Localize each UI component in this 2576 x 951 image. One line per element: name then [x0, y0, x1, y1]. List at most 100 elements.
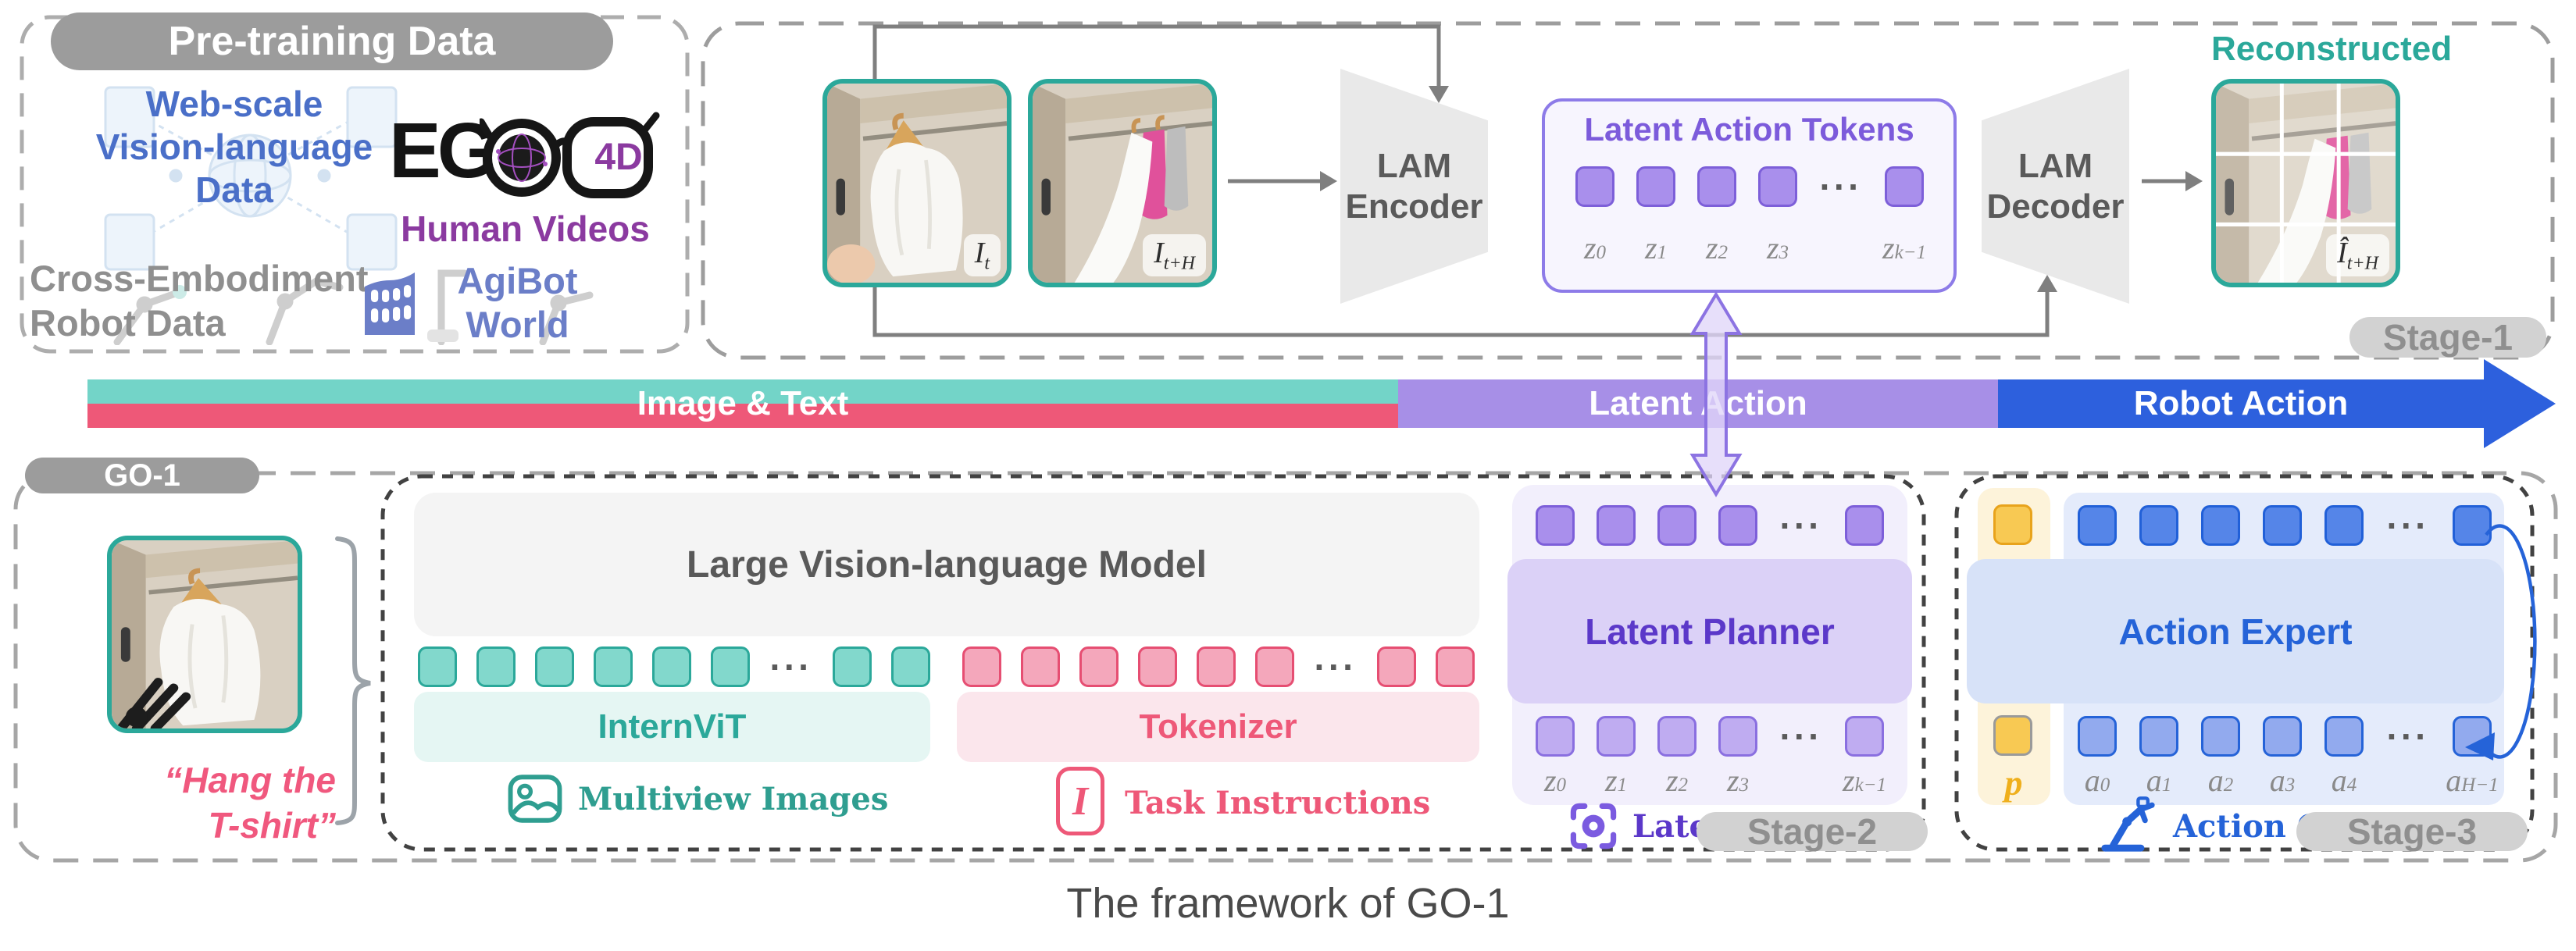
- bar-label-robot-action: Robot Action: [2133, 384, 2349, 422]
- text-token: [1079, 646, 1119, 687]
- ellipsis: ···: [1779, 505, 1823, 546]
- latent-token: [1885, 166, 1924, 207]
- text-token: [1197, 646, 1236, 687]
- bar-label-image-text: Image & Text: [637, 384, 849, 422]
- ego4d-logo: EG 4D: [389, 100, 664, 209]
- internvit-box: InternViT: [414, 692, 930, 762]
- lam-decoder-label: LAM: [2018, 146, 2093, 185]
- go1-input-image: [107, 536, 302, 733]
- web-scale-line: Vision-language: [95, 126, 373, 167]
- ego4d-4d-text: 4D: [594, 137, 643, 178]
- planner-token: [1845, 505, 1884, 546]
- ellipsis: ···: [1819, 166, 1863, 207]
- visual-token: [476, 646, 516, 687]
- task-i-glyph: I: [1072, 778, 1089, 824]
- lam-encoder-label: Encoder: [1345, 187, 1483, 226]
- stage2-badge: Stage-2: [1697, 811, 1928, 852]
- visual-token: [891, 646, 930, 687]
- action-token: [2263, 505, 2302, 546]
- latent-token: [1697, 166, 1736, 207]
- ellipsis: ···: [769, 646, 813, 687]
- internvit-label: InternViT: [598, 707, 747, 746]
- action-token-row-bottom: ···: [2078, 715, 2492, 757]
- bar-image-text-pink: [87, 404, 1398, 428]
- web-scale-line: Data: [195, 169, 273, 210]
- text-token: [1021, 646, 1060, 687]
- text-token: [1436, 646, 1475, 687]
- observation-image-t: It: [822, 79, 1011, 287]
- planner-token: [1845, 716, 1884, 757]
- input-brace: [335, 536, 371, 825]
- visual-token: [594, 646, 633, 687]
- z-label: z k−1: [1842, 763, 1887, 798]
- instruction-line: “Hang the: [164, 760, 336, 800]
- action-expert-box: Action Expert: [1967, 559, 2504, 703]
- visual-token: [652, 646, 691, 687]
- latent-planner-box: Latent Planner: [1507, 559, 1912, 703]
- lam-decoder-label: Decoder: [1986, 187, 2125, 226]
- planner-token-row-bottom: ···: [1536, 715, 1884, 757]
- lam-encoder: LAM Encoder: [1340, 69, 1488, 304]
- cross-embodiment-label: Cross-Embodiment Robot Data: [30, 256, 397, 345]
- p-label: p: [2004, 763, 2023, 803]
- observation-image-t-plus-h: It+H: [1028, 79, 1217, 287]
- a-label: a H−1: [2446, 763, 2499, 798]
- lam-encoder-label: LAM: [1376, 146, 1452, 185]
- visual-token-row: ···: [418, 646, 930, 688]
- instruction-line: T-shirt”: [208, 805, 336, 846]
- ellipsis: ···: [1779, 716, 1823, 757]
- arrowhead-right-icon: [2185, 171, 2203, 191]
- text-token: [1377, 646, 1416, 687]
- bar-robot-action: [1998, 379, 2484, 428]
- latent-action-tokens-title: Latent Action Tokens: [1584, 111, 1914, 148]
- stage1-badge: Stage-1: [2349, 317, 2546, 358]
- tokenizer-box: Tokenizer: [957, 692, 1479, 762]
- latent-planner-label: Latent Planner: [1585, 611, 1835, 652]
- text-token-row: ···: [962, 646, 1475, 688]
- ellipsis: ···: [1314, 646, 1358, 687]
- task-instruction-text: “Hang the T-shirt”: [82, 757, 336, 848]
- human-videos-label: Human Videos: [401, 208, 650, 249]
- planner-token: [1536, 716, 1575, 757]
- text-token: [1255, 646, 1294, 687]
- latent-token: [1758, 166, 1797, 207]
- image-label-t-plus-h: It+H: [1143, 234, 1206, 276]
- agibot-line: AgiBot: [457, 260, 578, 301]
- feedback-line-bottom: [872, 286, 2050, 337]
- pretraining-title: Pre-training Data: [51, 12, 613, 70]
- bar-arrowhead-icon: [2484, 359, 2556, 448]
- reconstructed-image: Ît+H: [2211, 79, 2400, 287]
- action-token: [2263, 716, 2302, 757]
- text-token: [962, 646, 1001, 687]
- task-instructions-caption: Task Instructions: [1125, 784, 1431, 821]
- image-label-t: It: [963, 234, 1001, 276]
- reconstructed-image-label: Ît+H: [2326, 234, 2389, 276]
- action-token: [2453, 716, 2492, 757]
- go1-badge: GO-1: [25, 458, 259, 493]
- proprio-token: [1993, 504, 2032, 545]
- cross-embodiment-line: Robot Data: [30, 302, 226, 344]
- lam-decoder: LAM Decoder: [1982, 69, 2129, 304]
- action-token: [2139, 716, 2178, 757]
- vlm-box: Large Vision-language Model: [414, 493, 1479, 636]
- proprio-token: [1993, 715, 2032, 756]
- planner-token: [1536, 505, 1575, 546]
- planner-token: [1597, 505, 1636, 546]
- visual-token: [418, 646, 457, 687]
- multiview-images-caption: Multiview Images: [578, 780, 889, 817]
- task-instructions-icon: I: [1056, 767, 1104, 835]
- ego4d-logo-text: EG: [389, 107, 498, 194]
- latent-token: [1636, 166, 1675, 207]
- web-scale-data-label: Web-scale Vision-language Data: [62, 83, 406, 212]
- arrowhead-right-icon: [1320, 171, 1337, 191]
- action-expert-label: Action Expert: [2118, 611, 2353, 652]
- cross-embodiment-line: Cross-Embodiment: [30, 258, 369, 299]
